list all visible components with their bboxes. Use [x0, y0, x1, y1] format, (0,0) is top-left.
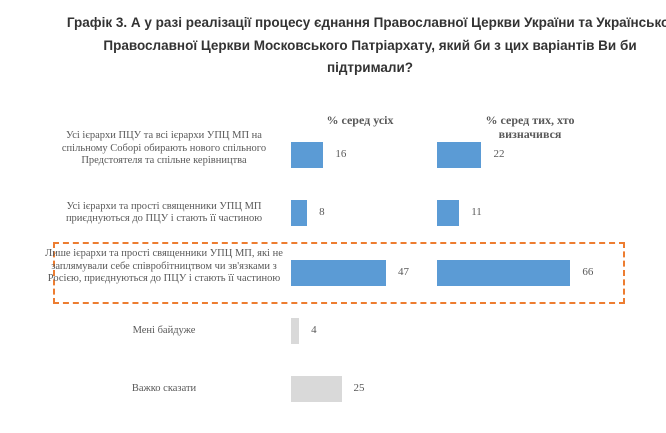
category-label: Усі ієрархи та прості священники УПЦ МП …	[65, 200, 263, 225]
bar	[291, 318, 300, 344]
category-label: Усі ієрархи ПЦУ та всі ієрархи УПЦ МП на…	[61, 130, 267, 166]
bar	[291, 376, 342, 402]
data-label: 4	[311, 324, 317, 336]
bar	[437, 200, 460, 226]
data-label: 22	[493, 148, 505, 160]
category-label: Важко сказати	[131, 382, 197, 394]
data-label: 8	[319, 206, 325, 218]
data-label: 47	[397, 266, 409, 278]
bar	[291, 260, 386, 286]
bar	[291, 142, 324, 168]
data-label: 66	[582, 266, 594, 278]
data-label: 16	[335, 148, 347, 160]
bar	[437, 260, 571, 286]
category-label: Мені байдуже	[132, 324, 196, 336]
data-label: 11	[471, 206, 482, 218]
series-header-decided: % серед тих, хто визначився	[485, 113, 575, 141]
bar	[437, 142, 482, 168]
highlight-box	[53, 242, 625, 304]
chart-title: Графік 3. А у разі реалізації процесу єд…	[66, 15, 666, 75]
series-header-all: % серед усіх	[326, 113, 394, 127]
bar	[291, 200, 308, 226]
data-label: 25	[353, 382, 365, 394]
category-label: Лише ієрархи та прості священники УПЦ МП…	[45, 248, 283, 284]
